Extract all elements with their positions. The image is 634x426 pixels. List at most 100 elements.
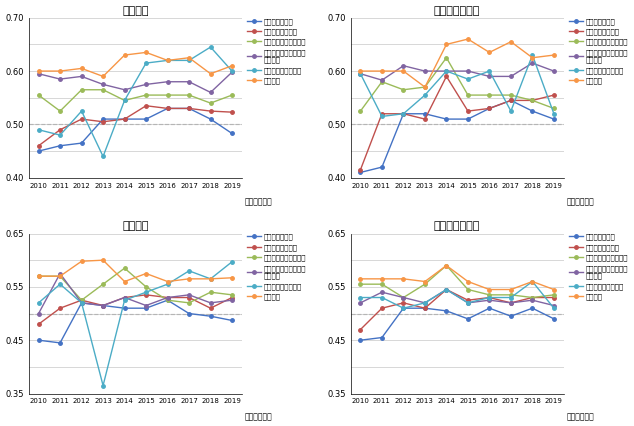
金利動向 [100,258,107,263]
景気の先行き感 [35,149,42,154]
Line: 従前住宅の売却価格: 従前住宅の売却価格 [37,260,234,387]
景気の先行き感 [185,106,193,111]
住宅取得時の税制等の行政施策 [464,300,472,305]
地価／住宅の価格相場 [78,87,86,92]
景気の先行き感 [357,338,365,343]
景気の先行き感 [185,311,193,316]
家計収入の見通し [378,111,385,116]
家計収入の見通し [164,106,171,111]
住宅取得時の税制等の行政施策 [56,77,64,82]
家計収入の見通し [35,322,42,327]
地価／住宅の価格相場 [507,92,515,98]
景気の先行き感 [550,317,558,322]
金利動向 [357,276,365,282]
景気の先行き感 [100,303,107,308]
従前住宅の売却価格 [164,282,171,287]
地価／住宅の価格相場 [185,92,193,98]
景気の先行き感 [78,141,86,146]
地価／住宅の価格相場 [550,106,558,111]
景気の先行き感 [142,305,150,311]
家計収入の見通し [443,74,450,79]
Line: 景気の先行き感: 景気の先行き感 [359,306,555,342]
金利動向 [185,55,193,60]
Line: 景気の先行き感: 景気の先行き感 [37,299,234,345]
地価／住宅の価格相場 [120,98,128,103]
住宅取得時の税制等の行政施策 [78,74,86,79]
景気の先行き感 [443,308,450,314]
景気の先行き感 [529,305,536,311]
住宅取得時の税制等の行政施策 [120,87,128,92]
景気の先行き感 [120,305,128,311]
家計収入の見通し [120,295,128,300]
地価／住宅の価格相場 [421,84,429,89]
金利動向 [228,63,236,68]
金利動向 [78,66,86,71]
住宅取得時の税制等の行政施策 [207,300,214,305]
住宅取得時の税制等の行政施策 [421,300,429,305]
地価／住宅の価格相場 [399,87,407,92]
Line: 地価／住宅の価格相場: 地価／住宅の価格相場 [37,266,234,305]
従前住宅の売却価格 [378,295,385,300]
従前住宅の売却価格 [100,154,107,159]
金利動向 [142,50,150,55]
金利動向 [529,55,536,60]
従前住宅の売却価格 [378,114,385,119]
従前住宅の売却価格 [443,69,450,74]
景気の先行き感 [529,109,536,114]
地価／住宅の価格相場 [464,92,472,98]
金利動向 [35,69,42,74]
Line: 住宅取得時の税制等の行政施策: 住宅取得時の税制等の行政施策 [359,61,555,82]
住宅取得時の税制等の行政施策 [120,295,128,300]
Line: 住宅取得時の税制等の行政施策: 住宅取得時の税制等の行政施策 [359,288,555,307]
地価／住宅の価格相場 [529,98,536,103]
景気の先行き感 [35,338,42,343]
金利動向 [207,71,214,76]
住宅取得時の税制等の行政施策 [550,303,558,308]
金利動向 [464,279,472,284]
家計収入の見通し [357,167,365,173]
住宅取得時の税制等の行政施策 [185,292,193,297]
従前住宅の売却価格 [486,69,493,74]
金利動向 [507,287,515,292]
住宅取得時の税制等の行政施策 [464,69,472,74]
従前住宅の売却価格 [357,295,365,300]
金利動向 [164,279,171,284]
金利動向 [421,279,429,284]
景気の先行き感 [378,335,385,340]
家計収入の見通し [142,103,150,108]
金利動向 [421,84,429,89]
Line: 景気の先行き感: 景気の先行き感 [359,99,555,174]
金利動向 [529,279,536,284]
景気の先行き感 [164,106,171,111]
金利動向 [464,37,472,42]
住宅取得時の税制等の行政施策 [399,63,407,68]
従前住宅の売却価格 [35,127,42,132]
住宅取得時の税制等の行政施策 [100,82,107,87]
家計収入の見通し [399,300,407,305]
従前住宅の売却価格 [550,111,558,116]
家計収入の見通し [486,295,493,300]
住宅取得時の税制等の行政施策 [550,69,558,74]
住宅取得時の税制等の行政施策 [357,71,365,76]
従前住宅の売却価格 [78,109,86,114]
景気の先行き感 [399,111,407,116]
金利動向 [507,39,515,44]
従前住宅の売却価格 [185,268,193,273]
金利動向 [207,276,214,282]
家計収入の見通し [486,106,493,111]
住宅取得時の税制等の行政施策 [35,71,42,76]
金利動向 [357,69,365,74]
家計収入の見通し [357,327,365,332]
地価／住宅の価格相場 [228,292,236,297]
従前住宅の売却価格 [56,282,64,287]
金利動向 [120,279,128,284]
従前住宅の売却価格 [357,71,365,76]
金利動向 [443,42,450,47]
従前住宅の売却価格 [421,300,429,305]
金利動向 [399,69,407,74]
家計収入の見通し [464,298,472,303]
家計収入の見通し [78,117,86,122]
景気の先行き感 [142,117,150,122]
住宅取得時の税制等の行政施策 [529,60,536,66]
金利動向 [35,273,42,279]
